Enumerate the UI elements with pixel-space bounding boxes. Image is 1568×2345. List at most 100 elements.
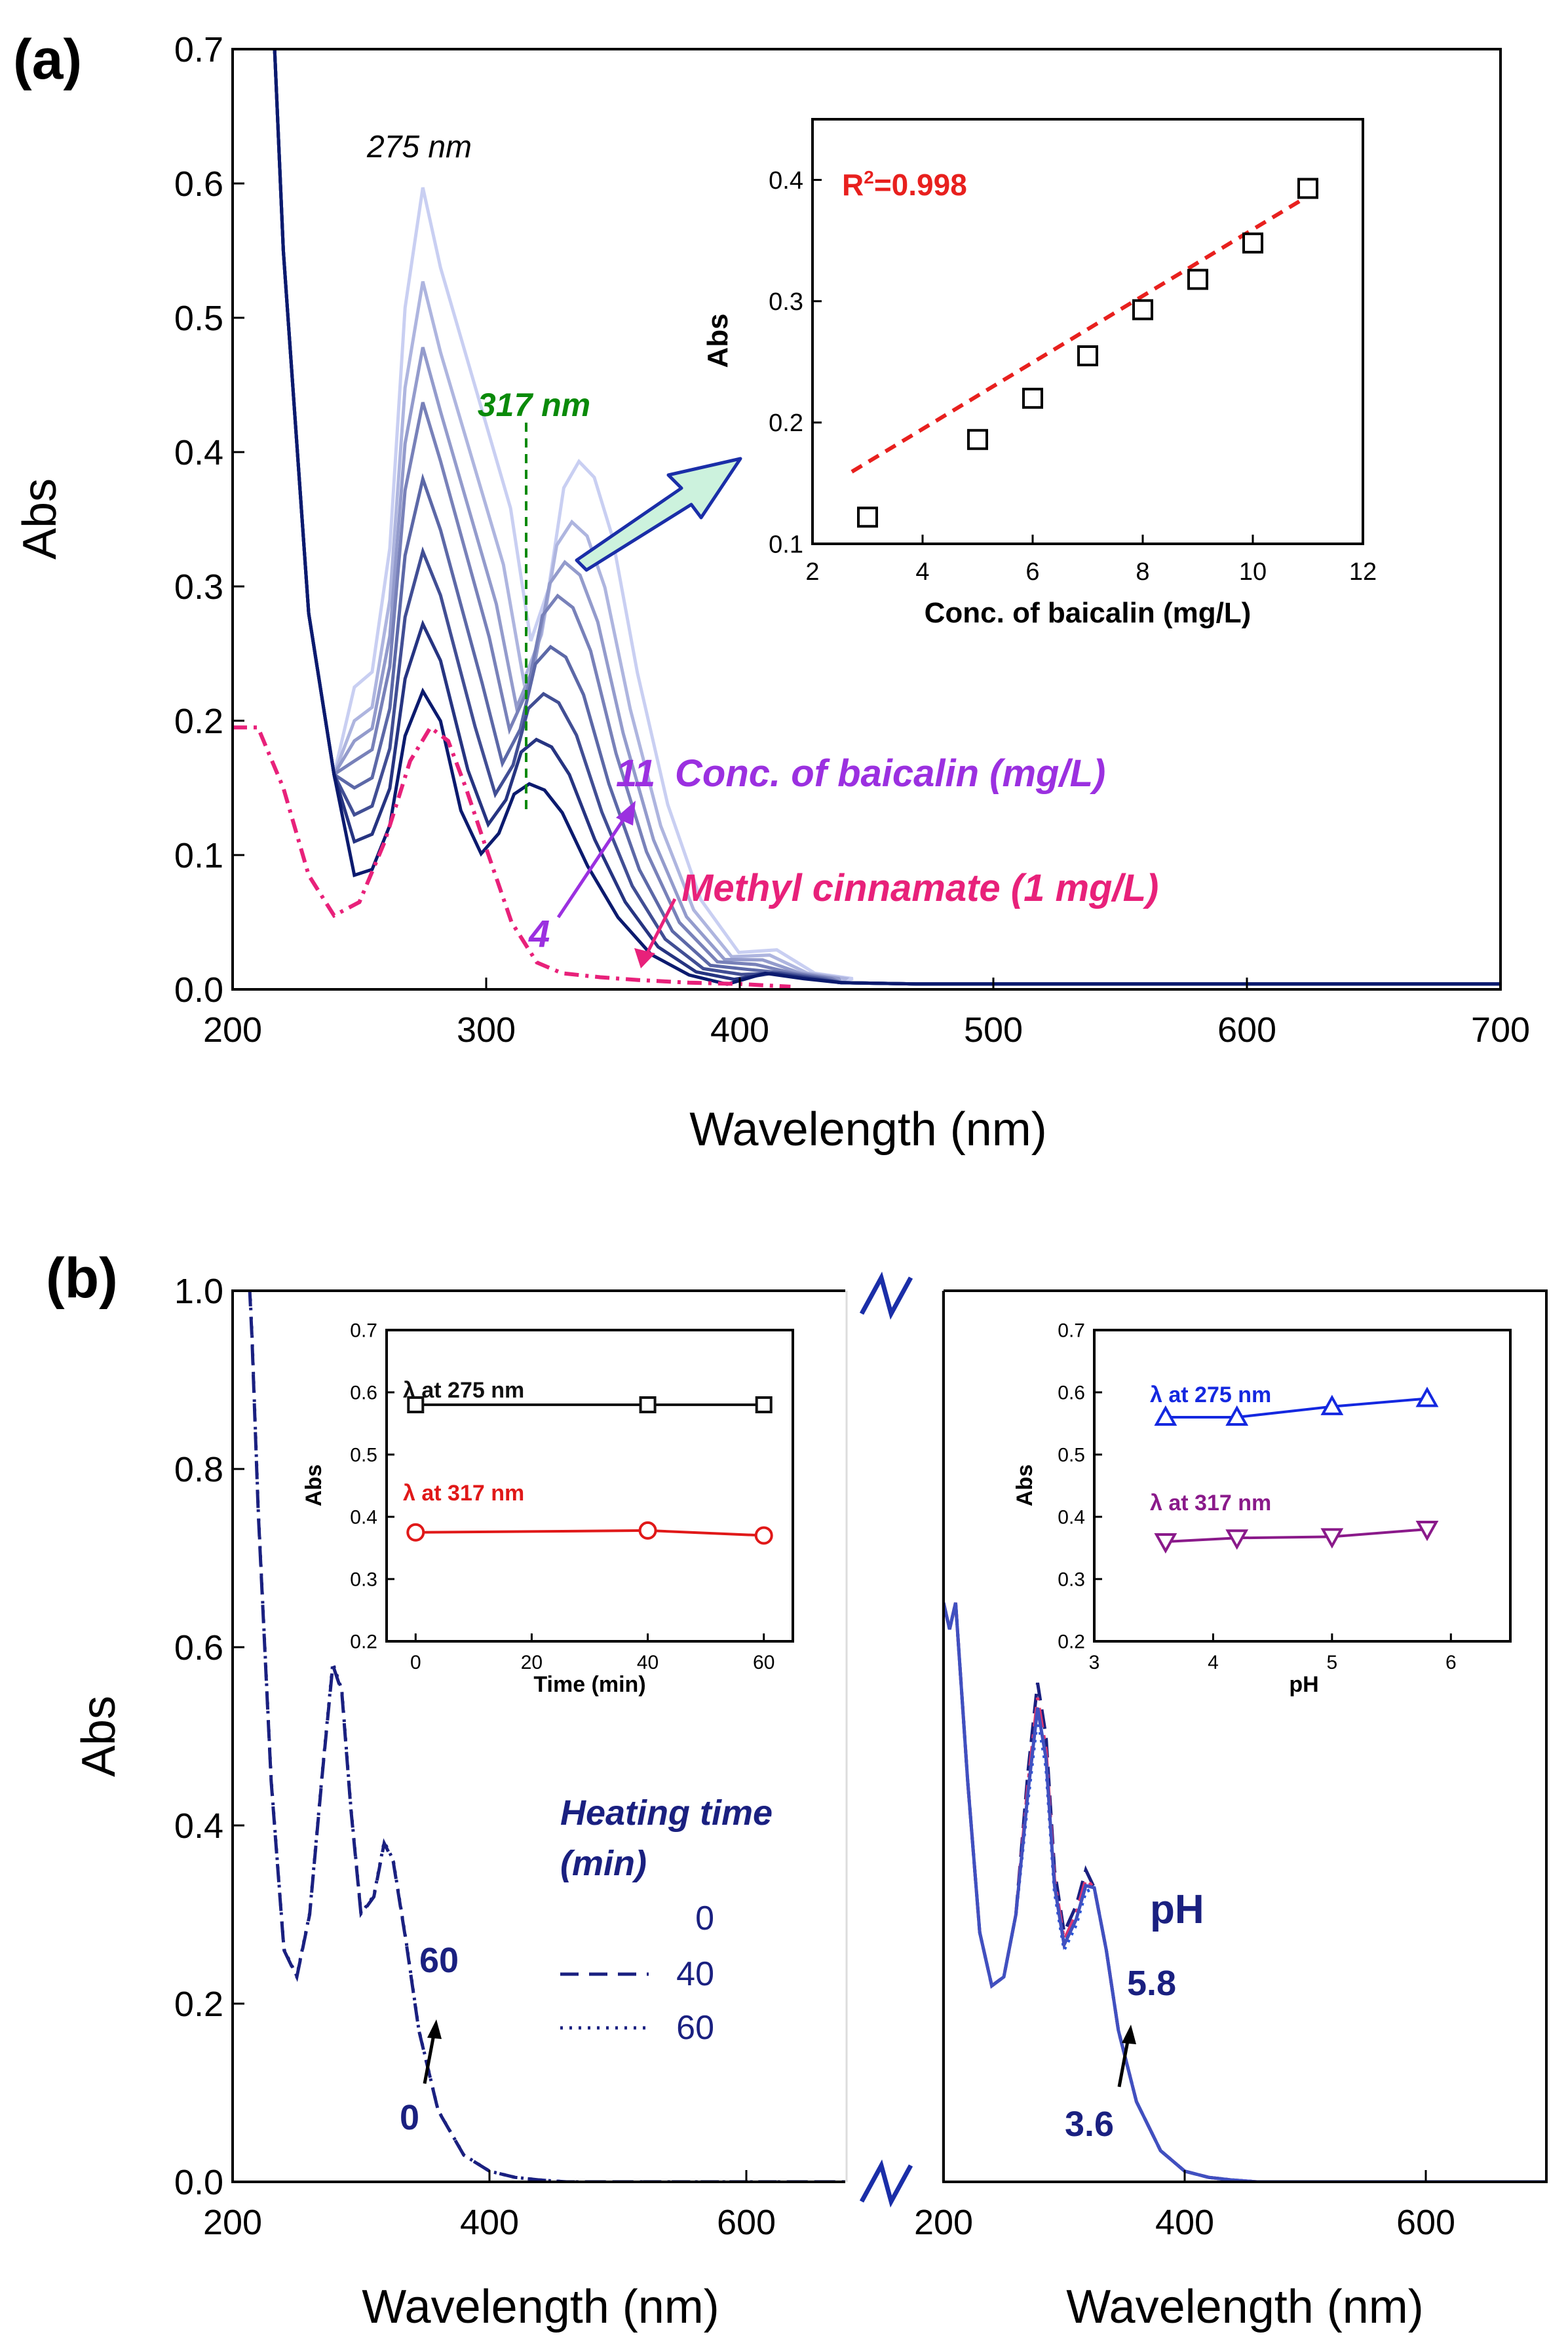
panel-b-right: 200 400 600 Wavelength (nm) pH 5.8 3.6 bbox=[914, 1289, 1548, 2333]
a-conc-label: Conc. of baicalin (mg/L) bbox=[675, 752, 1105, 795]
bli-line-1 bbox=[415, 1529, 764, 1537]
a-ytick-label: 0.3 bbox=[174, 567, 223, 607]
bri-x-label: pH bbox=[1289, 1672, 1318, 1697]
br-xtick-label: 200 bbox=[914, 2203, 973, 2242]
a-ytick-label: 0.0 bbox=[174, 970, 223, 1010]
axis-break bbox=[845, 1271, 944, 2208]
panel-b-right-inset: 3 4 5 6 0.2 0.3 0.4 0.5 0.6 0.7 pH Abs λ at 275 n… bbox=[1012, 1320, 1512, 1697]
a-inset-ticks: 2 4 6 8 10 12 0.1 0.2 0.3 0.4 bbox=[769, 167, 1377, 586]
bri-point-1 bbox=[1154, 1533, 1177, 1554]
a-inset-xtick-label: 10 bbox=[1239, 558, 1267, 586]
a-inset-point bbox=[1242, 232, 1263, 254]
bl-curves bbox=[248, 1291, 845, 2182]
bli-xtick-label: 60 bbox=[753, 1652, 774, 1673]
bri-xtick-label: 3 bbox=[1089, 1652, 1100, 1673]
bli-ytick-label: 0.3 bbox=[350, 1569, 377, 1591]
bri-ytick-label: 0.4 bbox=[1058, 1507, 1085, 1529]
br-curve-3 bbox=[944, 1602, 1546, 2182]
a-inset-frame bbox=[811, 118, 1364, 545]
panel-a-main: 200 300 400 500 600 700 0.0 0.1 0.2 0.3 0.4 0.5 0.6 0… bbox=[14, 30, 1530, 1156]
bl-arrow-top-label: 60 bbox=[419, 1941, 459, 1980]
bli-ticks: 0 20 40 60 0.2 0.3 0.4 0.5 0.6 0.7 bbox=[350, 1320, 774, 1674]
bri-ytick-label: 0.6 bbox=[1058, 1382, 1085, 1404]
break-gap bbox=[847, 1284, 942, 2195]
bli-frame bbox=[385, 1329, 794, 1643]
bri-series-317-label: λ at 317 nm bbox=[1150, 1491, 1271, 1516]
a-conc-high-label: 11 bbox=[616, 752, 655, 795]
bri-xtick-label: 6 bbox=[1445, 1652, 1457, 1673]
bl-arrow-bottom-label: 0 bbox=[400, 2098, 419, 2137]
bl-ytick-label: 0.6 bbox=[174, 1628, 223, 1668]
br-curve-2 bbox=[944, 1602, 1546, 2182]
a-ytick-label: 0.6 bbox=[174, 164, 223, 204]
a-xtick-label: 400 bbox=[710, 1010, 769, 1050]
br-curve-0 bbox=[944, 1602, 1546, 2182]
bl-legend-title-1: Heating time bbox=[560, 1793, 773, 1833]
bl-arrow-head bbox=[427, 2019, 442, 2039]
a-conc-arrow-line bbox=[556, 810, 631, 919]
a-inset-xtick-label: 8 bbox=[1136, 558, 1149, 586]
a-peak-275-label: 275 nm bbox=[366, 130, 472, 164]
a-conc-arrow-head bbox=[616, 801, 636, 826]
br-xtick-label: 600 bbox=[1396, 2203, 1455, 2242]
a-inset-y-label: Abs bbox=[702, 313, 734, 368]
a-axes-frame bbox=[231, 48, 1502, 991]
panel-a-inset: 2 4 6 8 10 12 0.1 0.2 0.3 0.4 Conc. of baicalin (… bbox=[702, 118, 1377, 629]
a-inset-r2-label: R2=0.998 bbox=[842, 167, 967, 202]
bl-curve-40 bbox=[248, 1291, 845, 2182]
bl-x-axis-label: Wavelength (nm) bbox=[362, 2281, 719, 2333]
a-xtick-label: 300 bbox=[457, 1010, 516, 1050]
a-inset-point bbox=[1187, 269, 1208, 290]
a-baicalin-curve-10 bbox=[273, 49, 1501, 986]
bli-ytick-label: 0.5 bbox=[350, 1445, 377, 1466]
bl-ytick-label: 1.0 bbox=[174, 1272, 223, 1311]
break-mark-bottom bbox=[859, 2159, 913, 2208]
bli-point-317 bbox=[638, 1521, 657, 1540]
a-peak-317-label: 317 nm bbox=[478, 387, 590, 423]
bli-xtick-label: 40 bbox=[637, 1652, 659, 1673]
a-inset-point bbox=[1297, 178, 1318, 199]
bri-series-275-label: λ at 275 nm bbox=[1150, 1382, 1271, 1407]
bli-x-label: Time (min) bbox=[533, 1672, 645, 1697]
panel-b-label: (b) bbox=[46, 1247, 118, 1310]
a-inset-x-label: Conc. of baicalin (mg/L) bbox=[925, 597, 1252, 629]
bli-series-317-label: λ at 317 nm bbox=[403, 1481, 524, 1506]
a-inset-background bbox=[813, 119, 1363, 544]
bl-xtick-label: 400 bbox=[460, 2203, 519, 2242]
bl-xtick-label: 200 bbox=[203, 2203, 262, 2242]
bri-point-1 bbox=[1225, 1529, 1249, 1550]
bri-point-1 bbox=[1415, 1521, 1439, 1542]
bl-arrow-line bbox=[423, 2030, 436, 2084]
bl-legend-40-label: 40 bbox=[676, 1955, 714, 1993]
a-inset-ytick-label: 0.1 bbox=[769, 531, 803, 558]
bri-ytick-label: 0.3 bbox=[1058, 1569, 1085, 1591]
bri-point-0 bbox=[1154, 1405, 1177, 1426]
bl-ytick-label: 0.0 bbox=[174, 2163, 223, 2202]
bli-ytick-label: 0.7 bbox=[350, 1320, 377, 1342]
a-baicalin-curve-11 bbox=[273, 49, 1501, 986]
a-baicalin-curve-9 bbox=[273, 49, 1501, 986]
a-methyl-arrow-line bbox=[643, 898, 677, 958]
bri-line-0 bbox=[1165, 1397, 1428, 1419]
a-inset-point bbox=[1022, 387, 1043, 409]
br-curves bbox=[944, 1602, 1546, 2182]
bri-line-1 bbox=[1165, 1528, 1428, 1543]
a-ticks: 200 300 400 500 600 700 0.0 0.1 0.2 0.3 0.4 0.5 0.6 0… bbox=[174, 30, 1530, 1050]
bli-xtick-label: 0 bbox=[410, 1652, 421, 1673]
bl-ytick-label: 0.4 bbox=[174, 1806, 223, 1846]
br-arrow-bottom-label: 3.6 bbox=[1065, 2105, 1114, 2144]
bl-legend-title-2: (min) bbox=[560, 1844, 647, 1883]
bli-series-275-label: λ at 275 nm bbox=[403, 1378, 524, 1403]
bli-point-275 bbox=[407, 1396, 425, 1413]
br-axes-frame bbox=[942, 1289, 1548, 2183]
bl-xtick-label: 600 bbox=[717, 2203, 776, 2242]
a-inset-point bbox=[1132, 299, 1153, 320]
a-xtick-label: 500 bbox=[964, 1010, 1023, 1050]
a-ytick-label: 0.4 bbox=[174, 433, 223, 472]
a-inset-ytick-label: 0.3 bbox=[769, 288, 803, 316]
a-inset-fit-line bbox=[851, 195, 1309, 474]
bri-plot bbox=[1154, 1386, 1439, 1554]
a-inset-pointer-arrow bbox=[575, 457, 742, 572]
bli-point-275 bbox=[639, 1396, 657, 1413]
